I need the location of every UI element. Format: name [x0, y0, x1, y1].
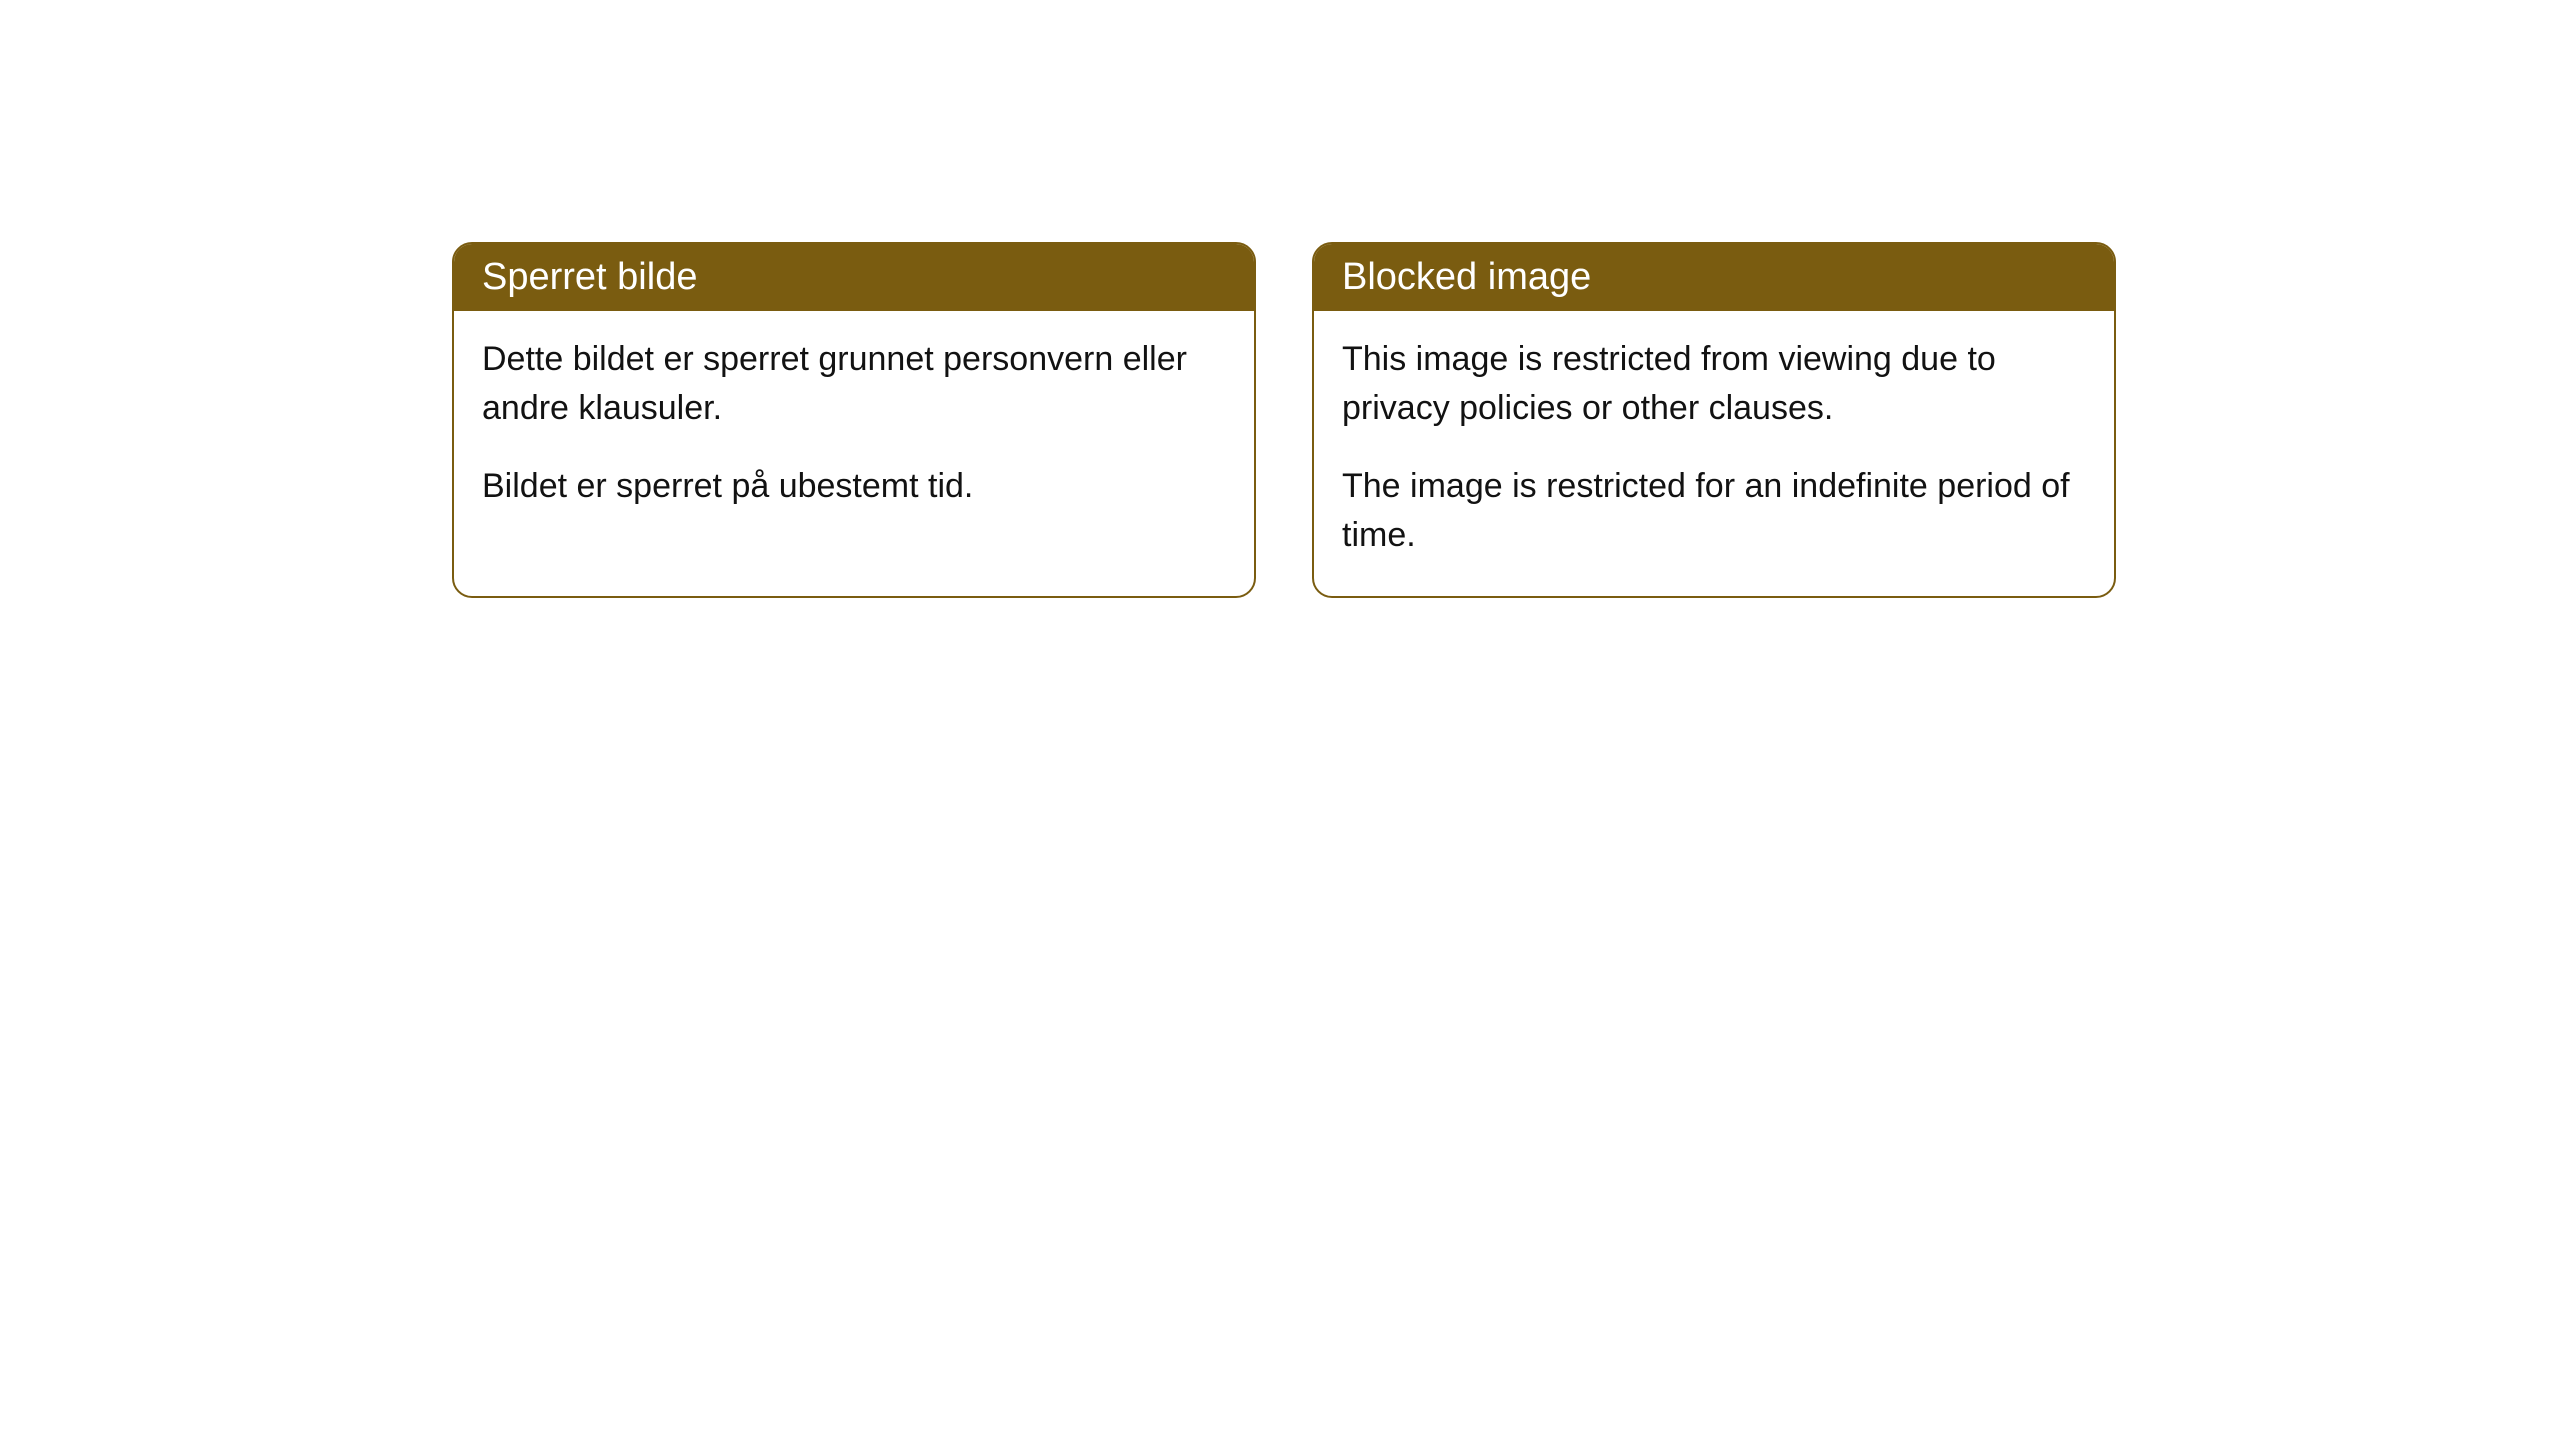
notice-paragraph: Dette bildet er sperret grunnet personve… — [482, 335, 1226, 434]
notice-card-norwegian: Sperret bilde Dette bildet er sperret gr… — [452, 242, 1256, 598]
notice-title-norwegian: Sperret bilde — [454, 244, 1254, 311]
notice-container: Sperret bilde Dette bildet er sperret gr… — [452, 242, 2116, 598]
notice-paragraph: The image is restricted for an indefinit… — [1342, 462, 2086, 561]
notice-title-english: Blocked image — [1314, 244, 2114, 311]
notice-card-english: Blocked image This image is restricted f… — [1312, 242, 2116, 598]
notice-body-english: This image is restricted from viewing du… — [1314, 311, 2114, 596]
notice-paragraph: Bildet er sperret på ubestemt tid. — [482, 462, 1226, 511]
notice-paragraph: This image is restricted from viewing du… — [1342, 335, 2086, 434]
notice-body-norwegian: Dette bildet er sperret grunnet personve… — [454, 311, 1254, 547]
